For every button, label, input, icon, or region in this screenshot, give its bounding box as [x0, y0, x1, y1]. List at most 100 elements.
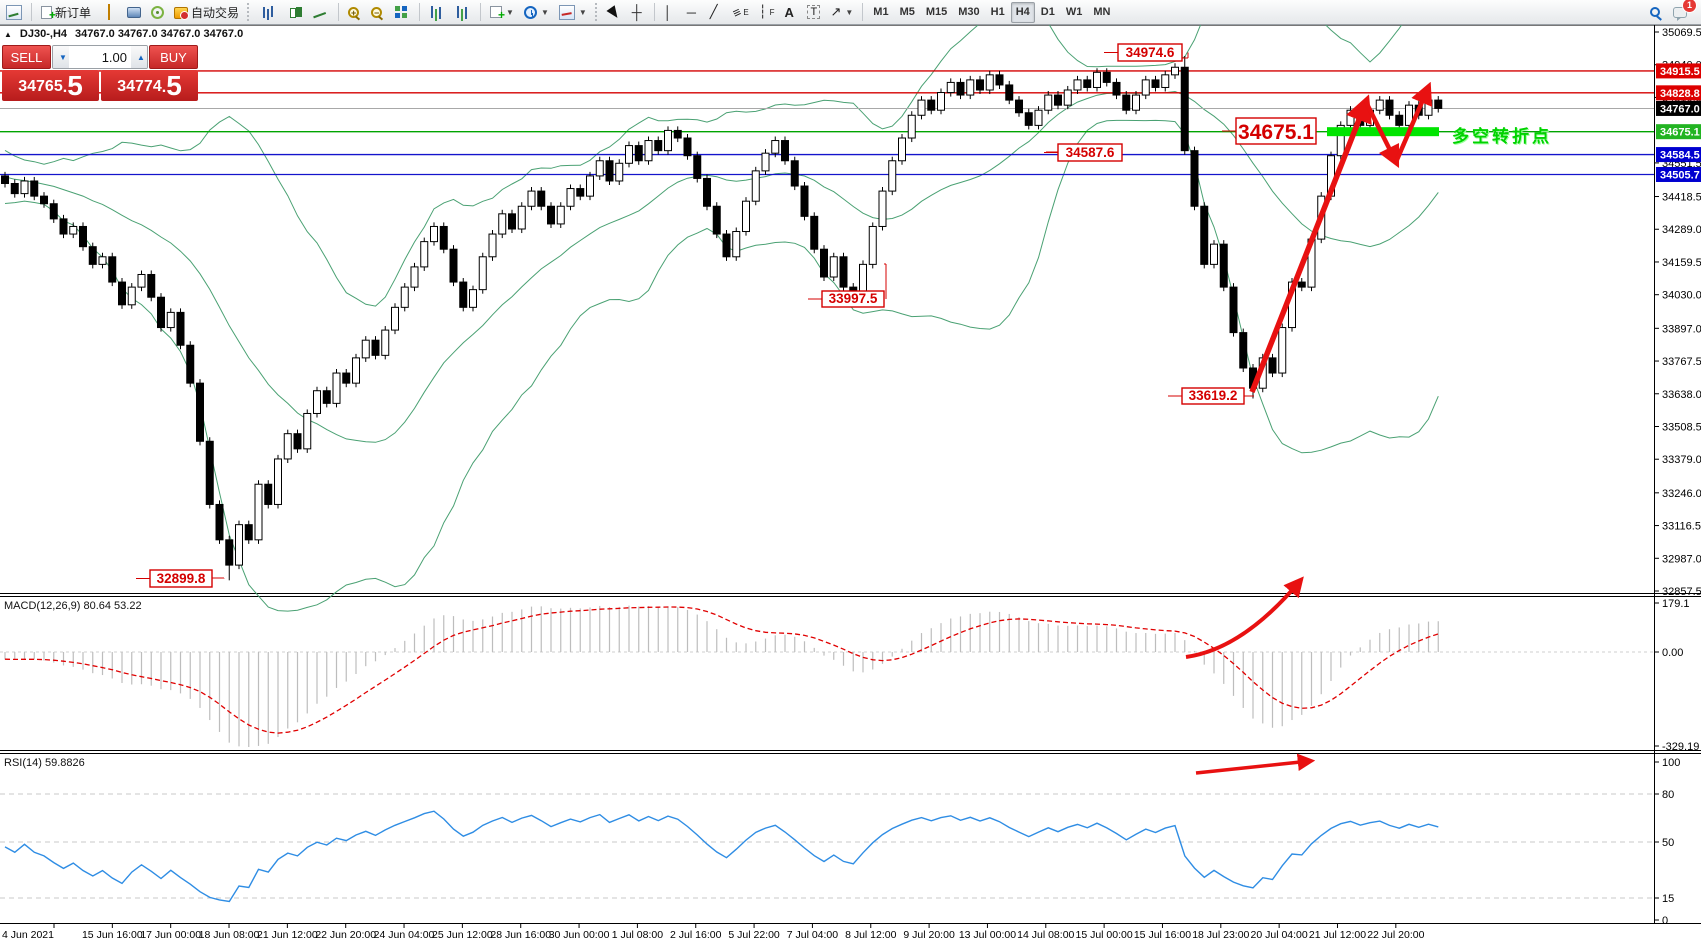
toolbar-grip — [247, 3, 253, 21]
notifications-button[interactable]: 1 — [1669, 0, 1697, 23]
price-axis: 35069.534940.034810.534551.534418.534289… — [1654, 27, 1701, 598]
zoom-in-button[interactable]: + — [344, 2, 365, 23]
line-chart-button[interactable] — [309, 2, 333, 23]
svg-text:34505.7: 34505.7 — [1660, 169, 1700, 181]
trendline-tool-button[interactable]: ╱ — [706, 2, 727, 23]
signal-icon — [151, 6, 165, 19]
zoom-out-button[interactable]: − — [367, 2, 388, 23]
autotrading-icon — [174, 6, 190, 20]
timeframe-button-mn[interactable]: MN — [1088, 2, 1115, 23]
fibonacci-tool-button[interactable]: ┆ F — [755, 2, 779, 23]
template-button[interactable]: ▼ — [555, 2, 591, 23]
signals-button[interactable] — [147, 2, 168, 23]
autotrading-button[interactable]: 自动交易 — [170, 2, 243, 23]
trendline-icon: ╱ — [709, 4, 718, 19]
price-callout-box — [1117, 43, 1183, 62]
time-axis-label: 8 Jul 12:00 — [845, 929, 897, 941]
time-axis-label: 2 Jul 16:00 — [670, 929, 722, 941]
sell-button[interactable]: SELL — [2, 45, 51, 69]
timeframe-button-m5[interactable]: M5 — [895, 2, 920, 23]
horizontal-line-tool-button[interactable]: ─ — [683, 2, 704, 23]
svg-text:34828.8: 34828.8 — [1660, 88, 1700, 100]
bar-chart-button[interactable] — [257, 2, 281, 23]
time-axis-label: 28 Jun 16:00 — [490, 929, 551, 941]
zoom-in-icon: + — [348, 6, 360, 18]
toolbar-separator — [862, 3, 864, 21]
sell-price-dot: . — [62, 79, 68, 96]
buy-price-display[interactable]: 34774 . 5 — [101, 70, 198, 101]
chart-shift-button[interactable] — [451, 2, 475, 23]
time-axis-label: 30 Jun 00:00 — [549, 929, 610, 941]
rsi-pane: 100 80 50 15 0 — [0, 753, 1680, 927]
toolbar-grip — [594, 3, 601, 21]
chart-symbol-header: ▲ DJ30-,H4 34767.0 34767.0 34767.0 34767… — [4, 28, 243, 40]
toolbar-separator — [31, 3, 32, 21]
new-order-icon — [41, 5, 56, 22]
svg-text:33638.0: 33638.0 — [1662, 389, 1701, 401]
timeframe-button-h1[interactable]: H1 — [986, 2, 1010, 23]
text-label-tool-button[interactable]: T — [803, 2, 824, 23]
search-button[interactable] — [1646, 2, 1667, 23]
chart-canvas[interactable]: 34974.6 34675.1 34587.6 33997.5 33619.2 32899… — [0, 25, 1701, 950]
toolbar-separator — [419, 3, 421, 21]
volume-increase-button[interactable]: ▲ — [131, 46, 147, 68]
deposit-button[interactable] — [97, 2, 121, 23]
new-order-button[interactable]: 新订单 — [37, 2, 95, 23]
buy-button[interactable]: BUY — [149, 45, 198, 69]
text-tool-button[interactable]: A — [780, 2, 801, 23]
price-callout-text: 34974.6 — [1126, 45, 1175, 60]
price-callout-box — [1235, 117, 1317, 145]
toolbar-separator — [653, 3, 655, 21]
svg-text:50: 50 — [1662, 837, 1674, 849]
svg-text:80: 80 — [1662, 789, 1674, 801]
crosshair-tool-button[interactable]: ┼ — [628, 2, 649, 23]
timeframe-button-w1[interactable]: W1 — [1061, 2, 1088, 23]
chart-annotations: 34974.6 34675.1 34587.6 33997.5 33619.2 32899… — [136, 43, 1439, 588]
price-tag — [1656, 100, 1701, 116]
svg-text:32987.0: 32987.0 — [1662, 553, 1701, 565]
time-axis-label: 15 Jun 16:00 — [82, 929, 143, 941]
timeframe-button-d1[interactable]: D1 — [1036, 2, 1060, 23]
svg-text:33767.5: 33767.5 — [1662, 356, 1701, 368]
volume-input[interactable] — [69, 46, 131, 68]
time-axis-label: 15 Jul 00:00 — [1076, 929, 1133, 941]
svg-text:33897.0: 33897.0 — [1662, 323, 1701, 335]
period-button[interactable]: ▼ — [520, 2, 553, 23]
svg-text:33116.5: 33116.5 — [1662, 521, 1701, 533]
svg-text:34159.5: 34159.5 — [1662, 257, 1701, 269]
price-callout-box — [821, 290, 885, 308]
terminal-button[interactable] — [123, 2, 145, 23]
channel-tool-button[interactable]: ≡ E — [729, 2, 753, 23]
toolbar: 新订单 自动交易 + − ▼ ▼ ▼ ┼ │ ─ ╱ ≡E ┆F A T — [0, 0, 1701, 25]
timeframe-button-m30[interactable]: M30 — [953, 2, 984, 23]
candlestick-chart-button[interactable] — [283, 2, 307, 23]
timeframe-button-m15[interactable]: M15 — [921, 2, 952, 23]
dropdown-arrow-icon: ▼ — [506, 7, 514, 17]
timeframe-button-m1[interactable]: M1 — [868, 2, 893, 23]
volume-decrease-button[interactable]: ▼ — [53, 46, 69, 68]
zoom-out-icon: − — [371, 6, 383, 18]
price-tag — [1656, 147, 1701, 163]
cursor-tool-button[interactable] — [605, 2, 626, 23]
add-indicator-button[interactable]: ▼ — [486, 2, 518, 23]
svg-text:34418.5: 34418.5 — [1662, 192, 1701, 204]
time-axis-label: 4 Jun 2021 — [2, 929, 54, 941]
sell-price-display[interactable]: 34765 . 5 — [2, 70, 99, 101]
tile-windows-button[interactable] — [390, 2, 414, 23]
auto-arrange-button[interactable] — [425, 2, 449, 23]
timeframe-button-h4[interactable]: H4 — [1010, 1, 1035, 23]
text-label-icon: T — [807, 5, 821, 19]
horizontal-lines — [0, 70, 1654, 176]
svg-text:34289.0: 34289.0 — [1662, 224, 1701, 236]
arrows-tool-button[interactable]: ↗ ▼ — [826, 2, 857, 23]
chart-window[interactable]: ▲ DJ30-,H4 34767.0 34767.0 34767.0 34767… — [0, 25, 1701, 950]
add-indicator-icon — [490, 6, 505, 22]
trend-arrows — [1249, 81, 1433, 394]
candlestick-icon — [287, 5, 303, 20]
ohlc-values: 34767.0 34767.0 34767.0 34767.0 — [75, 28, 244, 40]
new-order-label: 新订单 — [55, 5, 92, 20]
market-watch-chart-button[interactable] — [2, 2, 26, 23]
vertical-line-tool-button[interactable]: │ — [660, 2, 681, 23]
time-axis-label: 15 Jul 16:00 — [1134, 929, 1191, 941]
